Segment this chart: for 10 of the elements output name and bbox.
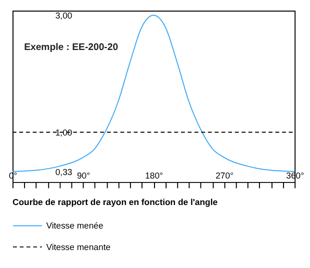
x-tick-label: 180°	[145, 170, 163, 181]
legend-label: Vitesse menée	[46, 220, 104, 231]
legend-label: Vitesse menante	[46, 242, 111, 252]
x-tick-label: 90°	[76, 170, 90, 181]
x-tick-label: 270°	[216, 170, 234, 181]
y-tick-label: 1,00	[55, 128, 72, 138]
y-tick-label: 0,33	[55, 166, 72, 177]
y-tick-label: 3,00	[55, 10, 72, 21]
text: Courbe de rapport de rayon en fonction de l'angle	[12, 197, 218, 208]
annotation: Exemple : EE-200-20	[24, 42, 118, 54]
